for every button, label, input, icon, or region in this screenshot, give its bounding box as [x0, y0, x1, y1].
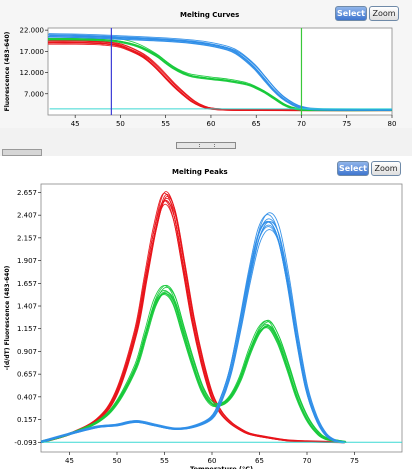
- y-tick-label: 0.657: [17, 371, 37, 379]
- x-tick-label: 80: [388, 120, 397, 128]
- y-tick-label: 2.407: [17, 212, 37, 220]
- y-tick-label: 1.657: [17, 280, 37, 288]
- horizontal-scrollbar[interactable]: [176, 142, 236, 149]
- y-axis-label: -(d/dT) Fluorescence (483-640): [4, 265, 11, 370]
- y-tick-label: 0.157: [17, 416, 37, 424]
- peaks-select-button[interactable]: Select: [337, 161, 369, 176]
- y-tick-label: 22.000: [20, 27, 45, 35]
- series-group: [48, 33, 392, 112]
- melting-curves-title: Melting Curves: [180, 11, 240, 19]
- blue-series-line: [49, 35, 392, 111]
- splitter-handle[interactable]: [2, 149, 42, 156]
- red-series-line: [41, 191, 345, 443]
- melting-peaks-panel: Melting Peaks Select Zoom 2.657 2.407 2.15…: [0, 156, 412, 469]
- green-series-line: [48, 39, 392, 112]
- blue-series-line: [48, 33, 392, 110]
- y-tick-label: 1.407: [17, 303, 37, 311]
- x-tick-label: 60: [206, 120, 215, 128]
- blue-series-line: [48, 34, 391, 111]
- red-series-line: [48, 42, 391, 112]
- melting-peaks-title: Melting Peaks: [172, 168, 228, 176]
- y-tick-label: -0.093: [14, 439, 37, 447]
- red-series-line: [50, 40, 392, 111]
- y-tick-label: 0.407: [17, 393, 37, 401]
- scrollbar-grip[interactable]: [199, 144, 215, 147]
- x-tick-label: 50: [116, 120, 125, 128]
- series-group: [41, 191, 402, 444]
- x-tick-label: 65: [255, 457, 264, 465]
- x-tick-label: 70: [297, 120, 306, 128]
- y-tick-label: 1.157: [17, 325, 37, 333]
- x-tick-label: 45: [65, 457, 74, 465]
- y-tick-label: 2.657: [17, 189, 37, 197]
- x-tick-label: 45: [71, 120, 80, 128]
- y-tick-label: 12.000: [20, 69, 45, 77]
- y-tick-label: 0.907: [17, 348, 37, 356]
- melting-curves-chart[interactable]: 22.00017.00012.0007.0004550556065707580T…: [0, 0, 412, 135]
- plot-area: [40, 183, 403, 453]
- y-tick-label: 2.157: [17, 234, 37, 242]
- red-series-line: [48, 40, 391, 111]
- melting-curves-panel: Melting Curves Select Zoom 22.000 17.000 1…: [0, 0, 412, 135]
- curves-zoom-button[interactable]: Zoom: [369, 6, 399, 21]
- y-tick-label: 1.907: [17, 257, 37, 265]
- blue-series-line: [48, 36, 391, 111]
- x-tick-label: 70: [303, 457, 312, 465]
- x-tick-label: 50: [113, 457, 122, 465]
- x-tick-label: 65: [252, 120, 261, 128]
- x-tick-label: 75: [350, 457, 359, 465]
- y-tick-label: 17.000: [20, 48, 45, 56]
- x-tick-label: 60: [208, 457, 217, 465]
- x-tick-label: 55: [160, 457, 169, 465]
- y-tick-label: 7.000: [24, 90, 44, 98]
- peaks-zoom-button[interactable]: Zoom: [371, 161, 401, 176]
- melting-peaks-chart[interactable]: 2.657 2.407 2.157 1.907 1.657 1.407 1.157 0.907…: [0, 156, 412, 469]
- curves-select-button[interactable]: Select: [335, 6, 367, 21]
- red-series-line: [42, 196, 347, 444]
- x-tick-label: 75: [342, 120, 351, 128]
- green-series-line: [48, 38, 391, 111]
- blue-series-line: [41, 218, 345, 443]
- x-tick-label: 55: [161, 120, 170, 128]
- x-axis-label: Temperature (°C): [190, 465, 253, 469]
- y-axis-label: Fluorescence (483-640): [4, 31, 11, 111]
- green-series-line: [41, 285, 344, 444]
